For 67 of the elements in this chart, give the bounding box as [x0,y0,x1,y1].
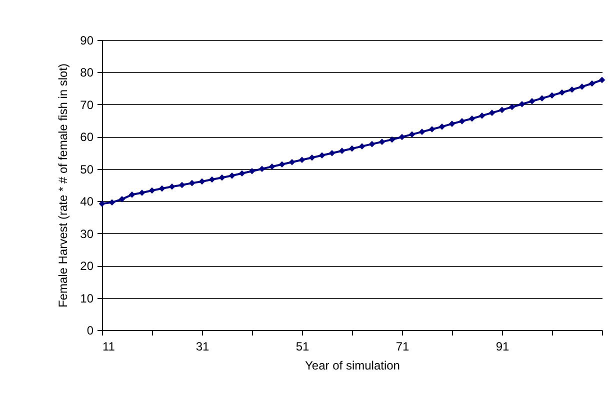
point [548,92,556,99]
x-tick-label: 51 [296,340,310,354]
point [208,176,216,183]
y-tick-label: 20 [80,259,94,274]
point [418,128,426,135]
point [278,161,286,168]
point [248,168,256,174]
point [108,199,116,206]
point [218,174,226,181]
point [498,106,506,114]
point [388,136,396,143]
point [588,80,596,87]
point [428,126,436,132]
x-tick-label: 91 [496,340,510,354]
y-tick-label: 30 [80,226,94,241]
point [438,124,446,130]
point [148,187,156,194]
point [118,196,126,202]
point [528,98,536,104]
point [488,110,496,116]
point [228,172,236,179]
point [448,120,456,127]
point [318,152,326,159]
point [458,118,466,124]
y-tick-label: 40 [80,194,94,209]
point [288,158,296,166]
y-axis-title: Female Harvest (rate * # of female fish in slot) [56,63,70,308]
point [518,100,526,108]
point [568,86,576,93]
point [478,112,486,119]
point [408,131,416,138]
point [368,140,376,148]
y-tick-label: 80 [80,66,94,80]
y-tick-label: 70 [80,98,94,112]
point [128,192,136,198]
point [508,104,516,110]
point [178,182,186,188]
y-tick-label: 50 [80,162,94,176]
y-tick-label: 60 [80,130,94,144]
point [358,143,366,150]
point [198,178,206,185]
point [158,185,166,192]
x-tick-label: 11 [102,340,116,354]
point [328,150,336,156]
y-tick-label: 10 [80,291,94,306]
x-tick-label: 71 [396,340,410,354]
x-axis-title: Year of simulation [305,358,400,372]
point [558,89,566,96]
point [298,156,306,164]
point [378,138,386,145]
point [468,115,476,122]
point [308,154,316,161]
point [598,76,606,84]
point [338,148,346,154]
point [138,190,146,196]
point [238,170,246,177]
point [348,145,356,152]
point [538,95,546,102]
y-tick-label: 0 [86,324,94,338]
point [578,84,586,90]
y-tick-label: 90 [80,34,94,48]
x-tick-label: 31 [196,340,210,354]
point [258,166,266,172]
point [168,183,176,190]
point [268,163,276,170]
point [398,134,406,140]
point [188,180,196,186]
